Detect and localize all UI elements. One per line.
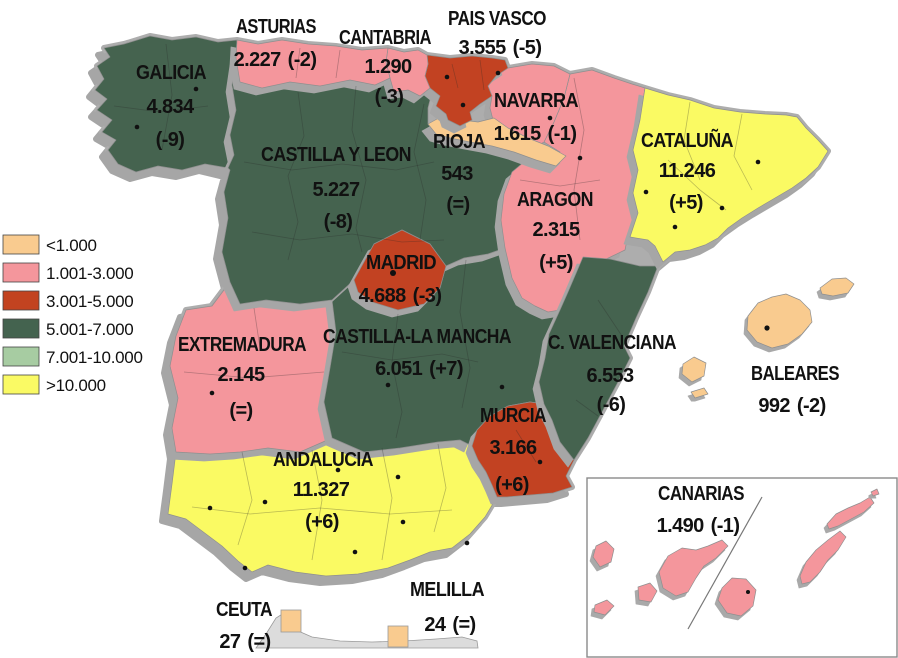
label-melilla-name: MELILLA bbox=[410, 579, 484, 601]
baleares-islands bbox=[681, 277, 855, 399]
inset-divider-line bbox=[687, 496, 763, 630]
legend-swatch-2 bbox=[2, 262, 40, 283]
label-andalucia-change: (+6) bbox=[305, 511, 339, 533]
region-labels: GALICIA 4.834 (-9) ASTURIAS 2.227 (-2) CA… bbox=[136, 8, 840, 653]
label-ceuta-name: CEUTA bbox=[216, 599, 272, 621]
label-c-valenciana-name: C. VALENCIANA bbox=[548, 332, 676, 354]
legend-label-2: 1.001-3.000 bbox=[46, 264, 133, 283]
region-murcia bbox=[471, 401, 575, 498]
label-navarra-value: 1.615 (-1) bbox=[494, 123, 577, 145]
label-murcia-name: MURCIA bbox=[480, 405, 546, 427]
label-aragon-change: (+5) bbox=[539, 252, 573, 274]
region-asturias bbox=[235, 39, 391, 89]
label-castilla-la-mancha-value: 6.051 (+7) bbox=[375, 358, 463, 380]
city-dots bbox=[134, 70, 770, 594]
label-castilla-y-leon-name: CASTILLA Y LEON bbox=[261, 144, 411, 166]
label-castilla-la-mancha-name: CASTILLA-LA MANCHA bbox=[323, 326, 511, 348]
label-rioja-name: RIOJA bbox=[433, 131, 485, 153]
label-asturias-name: ASTURIAS bbox=[236, 16, 316, 38]
legend-label-5: 7.001-10.000 bbox=[46, 348, 143, 367]
legend-swatch-4 bbox=[2, 318, 40, 339]
legend-label-1: <1.000 bbox=[46, 236, 97, 255]
label-galicia-name: GALICIA bbox=[136, 62, 206, 84]
canarias-inset bbox=[586, 477, 898, 658]
region-rioja bbox=[427, 113, 567, 167]
legend-swatch-1 bbox=[2, 234, 40, 255]
legend-swatch-3 bbox=[2, 290, 40, 311]
label-castilla-y-leon-value: 5.227 bbox=[312, 179, 360, 201]
legend-swatch-6 bbox=[2, 374, 40, 395]
region-melilla bbox=[387, 625, 409, 648]
region-madrid bbox=[353, 229, 447, 311]
formentera-island bbox=[690, 387, 709, 399]
label-aragon-value: 2.315 bbox=[532, 219, 580, 241]
label-canarias-value: 1.490 (-1) bbox=[657, 515, 740, 537]
ibiza-island bbox=[681, 356, 707, 383]
coast-strip bbox=[255, 612, 479, 649]
legend-swatch-5 bbox=[2, 346, 40, 367]
label-pais-vasco-value: 3.555 (-5) bbox=[459, 37, 542, 59]
canarias-islands bbox=[592, 488, 880, 617]
label-madrid-name: MADRID bbox=[366, 252, 436, 274]
mallorca-island bbox=[746, 293, 813, 349]
label-extremadura-name: EXTREMADURA bbox=[178, 334, 306, 356]
region-cataluna bbox=[629, 87, 829, 263]
province-borders bbox=[113, 43, 753, 561]
label-murcia-change: (+6) bbox=[495, 474, 529, 496]
label-andalucia-name: ANDALUCIA bbox=[273, 449, 373, 471]
inset-box bbox=[586, 477, 898, 658]
label-cataluna-change: (+5) bbox=[669, 192, 703, 214]
label-madrid-value: 4.688 (-3) bbox=[359, 285, 442, 307]
label-extremadura-change: (=) bbox=[229, 400, 252, 422]
label-castilla-y-leon-change: (-8) bbox=[324, 211, 353, 233]
label-murcia-value: 3.166 bbox=[489, 437, 537, 459]
label-asturias-value: 2.227 (-2) bbox=[234, 49, 317, 71]
label-extremadura-value: 2.145 bbox=[217, 364, 265, 386]
label-cantabria-value: 1.290 bbox=[364, 56, 412, 78]
label-rioja-value: 543 bbox=[441, 163, 473, 185]
label-pais-vasco-name: PAIS VASCO bbox=[448, 8, 546, 30]
legend-label-4: 5.001-7.000 bbox=[46, 320, 133, 339]
label-andalucia-value: 11.327 bbox=[293, 479, 350, 501]
region-c-valenciana bbox=[538, 256, 659, 461]
region-ceuta bbox=[280, 609, 302, 633]
label-baleares-name: BALEARES bbox=[751, 363, 839, 385]
legend: <1.000 1.001-3.000 3.001-5.000 5.001-7.0… bbox=[2, 234, 143, 395]
label-melilla-value: 24 (=) bbox=[424, 614, 475, 636]
label-cataluna-name: CATALUÑA bbox=[641, 129, 733, 152]
region-pais-vasco bbox=[424, 54, 509, 127]
label-ceuta-value: 27 (=) bbox=[219, 631, 270, 653]
africa-coast bbox=[255, 609, 479, 649]
label-cantabria-name: CANTABRIA bbox=[339, 27, 431, 49]
label-canarias-name: CANARIAS bbox=[658, 483, 744, 505]
label-cataluna-value: 11.246 bbox=[659, 160, 716, 182]
menorca-island bbox=[819, 277, 855, 297]
label-rioja-change: (=) bbox=[446, 194, 469, 216]
label-aragon-name: ARAGON bbox=[517, 189, 593, 211]
legend-label-3: 3.001-5.000 bbox=[46, 292, 133, 311]
label-navarra-name: NAVARRA bbox=[494, 90, 578, 112]
label-c-valenciana-change: (-6) bbox=[597, 394, 626, 416]
legend-label-6: >10.000 bbox=[46, 376, 106, 395]
label-cantabria-change: (-3) bbox=[375, 86, 404, 108]
label-baleares-value: 992 (-2) bbox=[758, 395, 825, 417]
label-c-valenciana-value: 6.553 bbox=[586, 365, 634, 387]
label-galicia-change: (-9) bbox=[156, 129, 185, 151]
label-galicia-value: 4.834 bbox=[146, 96, 195, 118]
